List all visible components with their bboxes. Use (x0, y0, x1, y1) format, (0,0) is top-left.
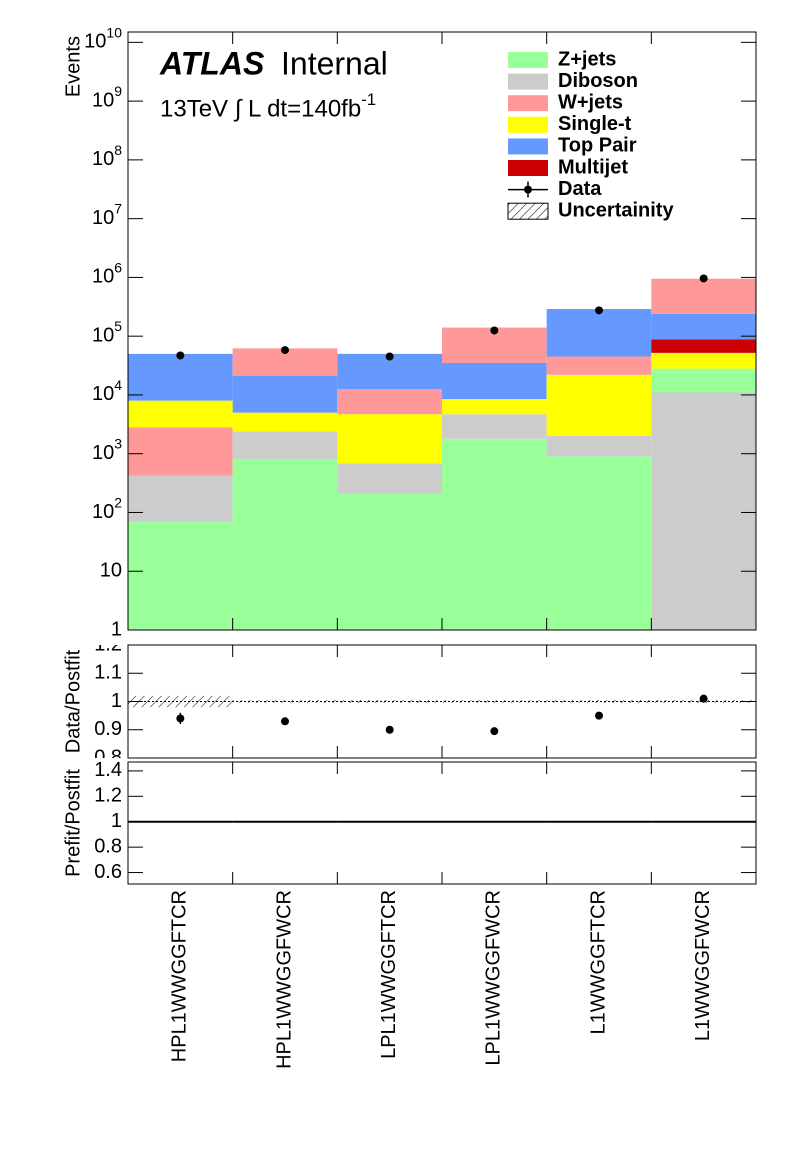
stack-segment (651, 339, 756, 353)
stack-segment (337, 389, 442, 415)
annotation: 13TeV ∫ L dt=140fb-1 (160, 90, 376, 122)
x-tick-label: L1WWGGFTCR (587, 890, 609, 1034)
legend-label: Top Pair (558, 135, 637, 157)
stack-segment (128, 427, 233, 476)
legend-swatch (507, 202, 549, 220)
legend-swatch (508, 138, 548, 155)
stack-segment (337, 414, 442, 464)
y-tick-label: 0.8 (94, 746, 122, 768)
legend-label: Z+jets (558, 48, 616, 70)
stack-segment (442, 414, 547, 439)
stack-segment (337, 463, 442, 494)
atlas-label: ATLAS (159, 45, 265, 81)
uncertainty-band (546, 700, 652, 703)
ratio-point (176, 714, 185, 723)
x-tick-label: HPL1WWGGFTCR (169, 890, 191, 1062)
ratio-point (490, 727, 499, 736)
stack-segment (442, 438, 547, 630)
stack-segment (651, 352, 756, 369)
plot-layer: HPL1WWGGFTCR HPL1WWGGFWCR LPL1WWGGFTCR LPL1… (62, 24, 757, 1069)
y-axis-label: Data/Postfit (62, 649, 84, 753)
legend-swatch (508, 95, 548, 112)
data-point (699, 274, 708, 283)
stack-segment (232, 412, 338, 432)
legend-swatch (508, 52, 548, 68)
stack-segment (546, 356, 652, 375)
y-tick-label: 0.8 (94, 835, 122, 857)
y-axis-label: Events (62, 36, 84, 97)
y-tick-label: 1 (111, 690, 122, 712)
data-point (595, 306, 603, 315)
data-point (281, 346, 289, 355)
x-tick-label: L1WWGGFWCR (692, 890, 714, 1041)
ratio-point (699, 694, 708, 703)
legend-swatch (508, 160, 548, 176)
y-tick-label: 1.2 (94, 633, 122, 655)
stack-segment (546, 309, 652, 357)
stack-segment (232, 431, 338, 460)
y-tick-label: 1.4 (94, 759, 122, 781)
stack-segment (232, 459, 338, 630)
y-tick-label: 0.6 (94, 861, 122, 883)
atlas-status: Internal (281, 45, 388, 81)
y-tick-label: 1.1 (94, 662, 122, 684)
stack-segment (337, 493, 442, 630)
ratio-point (595, 711, 603, 720)
x-tick-label: HPL1WWGGFWCR (273, 890, 295, 1069)
ratio-point (281, 717, 289, 726)
legend-label: Single-t (558, 113, 632, 135)
y-tick-label: 1 (111, 618, 122, 640)
stack-segment (546, 436, 652, 457)
uncertainty-band (442, 700, 547, 703)
x-tick-label: LPL1WWGGFWCR (483, 890, 505, 1066)
ratio-tick-labels: 0.8 0.9 1 1.1 1.2 (94, 633, 122, 768)
stack-segment (651, 278, 756, 314)
legend-label: W+jets (558, 91, 623, 113)
x-tick-label: LPL1WWGGFTCR (378, 890, 400, 1059)
stack-segment (651, 368, 756, 393)
y-tick-label: 1 (111, 810, 122, 832)
stack-segment (442, 399, 547, 415)
stack-segment (128, 400, 233, 428)
stack-segment (128, 475, 233, 522)
stack-segment (128, 353, 233, 401)
stack-segment (546, 374, 652, 437)
legend-swatch (508, 73, 548, 90)
stack-segment (128, 521, 233, 630)
y-tick-label: 1.2 (94, 785, 122, 807)
y-tick-label: 10 (100, 560, 122, 582)
stack-segment (651, 313, 756, 340)
y-tick-label: 0.9 (94, 718, 122, 740)
legend-label: Uncertainity (558, 199, 674, 221)
y-axis-label: Prefit/Postfit (62, 769, 84, 877)
legend-label: Data (558, 178, 602, 200)
legend-data-marker (524, 185, 532, 194)
legend-swatch (508, 116, 548, 133)
data-point (176, 351, 185, 360)
stack-segment (442, 362, 547, 400)
legend-label: Multijet (558, 156, 628, 178)
ratio-point (385, 725, 394, 734)
data-point (490, 326, 499, 335)
stack-segment (651, 392, 756, 630)
data-point (385, 352, 394, 361)
legend-label: Diboson (558, 70, 638, 92)
stack-segment (546, 456, 652, 630)
stack-segment (232, 376, 338, 413)
